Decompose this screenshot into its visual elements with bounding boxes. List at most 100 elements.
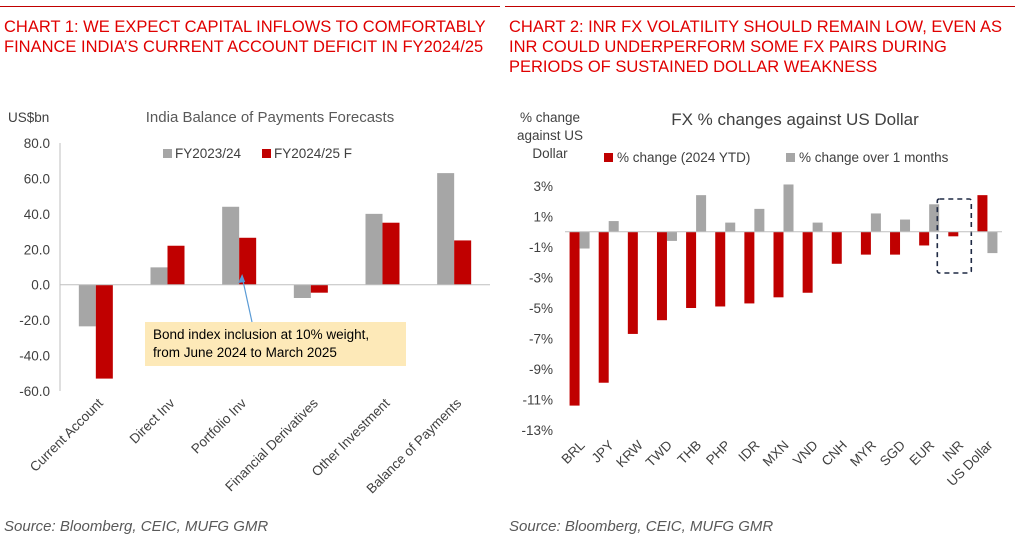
y-tick-label: 80.0 (24, 136, 50, 151)
x-tick-label: Current Account (27, 395, 106, 474)
x-tick-label: CNH (819, 438, 850, 469)
legend-label: % change over 1 months (799, 150, 949, 165)
bar-fy2023-24 (222, 206, 240, 285)
x-tick-label: IDR (735, 437, 762, 464)
bar-ytd (773, 231, 784, 298)
legend-label: FY2024/25 F (274, 146, 352, 161)
y-tick-label: -20.0 (19, 313, 50, 328)
x-tick-label: Portfolio Inv (188, 395, 249, 456)
bar-ytd (686, 231, 697, 308)
legend-swatch (786, 153, 795, 162)
bar-fy2023-24 (150, 267, 168, 285)
bar-1m (987, 231, 998, 254)
bar-ytd (627, 231, 638, 334)
bar-fy2023-24 (437, 173, 455, 285)
chart-2-y-axis-title: Dollar (532, 146, 568, 161)
bar-ytd (569, 231, 580, 406)
bar-ytd (598, 231, 609, 383)
annotation-arrowhead (238, 274, 246, 283)
legend-swatch (163, 149, 172, 158)
inr-highlight-box (936, 198, 973, 274)
annotation-text: Bond index inclusion at 10% weight, (153, 327, 369, 342)
bar-fy2024-25f (310, 284, 328, 293)
annotation-text: from June 2024 to March 2025 (153, 345, 337, 360)
y-tick-label: -40.0 (19, 349, 50, 364)
x-tick-label: JPY (589, 438, 617, 466)
bar-1m (929, 204, 940, 232)
y-tick-label: -9% (529, 362, 553, 377)
x-tick-label: VND (790, 437, 821, 468)
y-tick-label: 0.0 (31, 278, 50, 293)
legend-swatch (262, 149, 271, 158)
bar-1m (812, 222, 823, 232)
chart-1-svg: India Balance of Payments Forecasts US$bn… (8, 109, 490, 496)
top-divider (505, 6, 1015, 7)
bar-ytd (860, 231, 871, 255)
bar-ytd (656, 231, 667, 321)
bar-1m (870, 213, 881, 232)
chart-2-title: FX % changes against US Dollar (671, 110, 919, 129)
y-tick-label: -3% (529, 271, 553, 286)
y-tick-label: 60.0 (24, 171, 50, 186)
x-tick-label: THB (675, 438, 705, 468)
chart-1-source: Source: Bloomberg, CEIC, MUFG GMR (4, 518, 269, 535)
bar-fy2024-25f (239, 237, 257, 285)
annotation-arrow-line (241, 276, 253, 323)
x-tick-label: Other Investment (309, 395, 393, 479)
y-tick-label: 1% (533, 210, 553, 225)
x-tick-label: SGD (877, 437, 908, 468)
bar-ytd (831, 231, 842, 264)
bar-1m (696, 195, 707, 232)
bar-1m (608, 221, 619, 232)
chart-2-heading: CHART 2: INR FX VOLATILITY SHOULD REMAIN… (509, 18, 1002, 76)
x-tick-label: KRW (613, 437, 646, 470)
chart-1-heading: CHART 1: WE EXPECT CAPITAL INFLOWS TO CO… (4, 18, 486, 56)
legend-label: % change (2024 YTD) (617, 150, 750, 165)
y-tick-label: 40.0 (24, 207, 50, 222)
bar-fy2024-25f (382, 222, 400, 285)
chart-1-panel: CHART 1: WE EXPECT CAPITAL INFLOWS TO CO… (0, 0, 500, 548)
legend-label: FY2023/24 (175, 146, 242, 161)
chart-2-y-axis-title: % change (520, 110, 580, 125)
x-tick-label: MYR (847, 437, 879, 469)
chart-1-title: India Balance of Payments Forecasts (146, 109, 394, 126)
bar-fy2024-25f (454, 240, 472, 285)
y-tick-label: -1% (529, 240, 553, 255)
x-tick-label: BRL (559, 437, 589, 467)
x-tick-label: TWD (643, 437, 676, 470)
legend-swatch (604, 153, 613, 162)
bar-fy2024-25f (167, 245, 185, 285)
bar-ytd (948, 231, 959, 237)
chart-2-svg: FX % changes against US Dollar % change ag… (517, 110, 1002, 489)
x-tick-label: PHP (703, 438, 733, 468)
y-tick-label: -60.0 (19, 384, 50, 399)
bar-ytd (802, 231, 813, 293)
bar-1m (783, 184, 794, 232)
x-tick-label: EUR (907, 437, 938, 468)
annotation-box (145, 322, 406, 366)
y-tick-label: -7% (529, 332, 553, 347)
bar-1m (900, 219, 911, 232)
bar-1m (754, 208, 765, 232)
chart-2-source: Source: Bloomberg, CEIC, MUFG GMR (509, 518, 774, 535)
bar-fy2023-24 (293, 284, 311, 298)
bar-ytd (919, 231, 930, 246)
bar-1m (666, 231, 677, 241)
chart-1-y-axis-title: US$bn (8, 110, 49, 125)
chart-2-y-axis-title: against US (517, 128, 583, 143)
y-tick-label: -5% (529, 301, 553, 316)
x-tick-label: MXN (760, 438, 792, 470)
bar-ytd (715, 231, 726, 307)
y-tick-label: 3% (533, 179, 553, 194)
top-divider (0, 6, 500, 7)
bar-ytd (744, 231, 755, 304)
y-tick-label: -13% (521, 423, 553, 438)
bar-1m (725, 222, 736, 232)
bar-ytd (977, 195, 988, 232)
x-tick-label: Direct Inv (127, 395, 178, 446)
bar-1m (579, 231, 590, 249)
bar-fy2023-24 (78, 284, 96, 327)
y-tick-label: 20.0 (24, 242, 50, 257)
y-tick-label: -11% (522, 393, 553, 408)
bar-fy2024-25f (95, 284, 113, 379)
